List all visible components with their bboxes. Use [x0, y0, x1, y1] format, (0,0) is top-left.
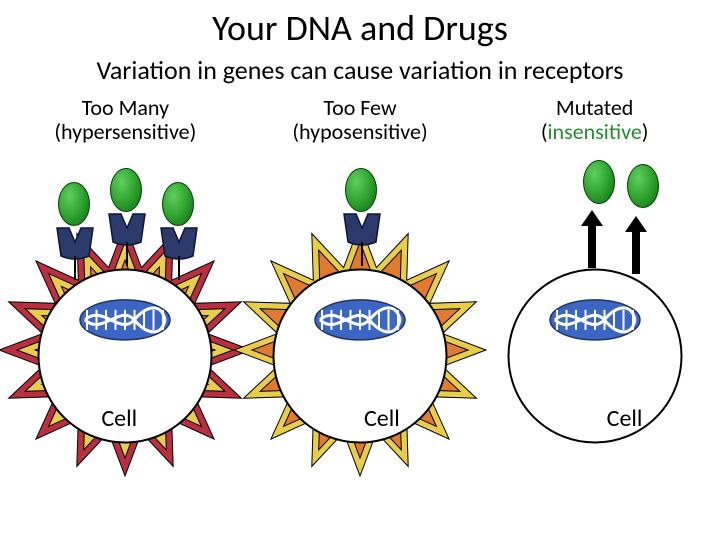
panel-too-few: Too Few (hyposensitive) Cell [250, 96, 470, 492]
dna-icon [549, 299, 641, 341]
panel-heading-sub: (hypersensitive) [54, 118, 196, 145]
panel-mutated: Mutated (insensitive) Cell [485, 96, 705, 492]
diagram-area: Cell [15, 152, 235, 492]
cell-circle [507, 269, 682, 444]
panel-heading: Mutated (insensitive) [485, 96, 705, 144]
receptor-icon [107, 212, 147, 246]
page-title: Your DNA and Drugs [0, 6, 720, 50]
panel-too-many: Too Many (hypersensitive) Cell [15, 96, 235, 492]
dna-icon [79, 299, 171, 341]
receptor-icon [159, 226, 199, 260]
diagram-area: Cell [485, 152, 705, 492]
panels-row: Too Many (hypersensitive) Cell Too Few (… [0, 96, 720, 492]
diagram-area: Cell [250, 152, 470, 492]
receptor-icon [55, 226, 95, 260]
mutated-receptor-icon [581, 210, 603, 268]
page-subtitle: Variation in genes can cause variation i… [0, 54, 720, 86]
drug-molecule-icon [345, 168, 377, 212]
panel-heading-main: Too Few [323, 94, 396, 121]
drug-molecule-icon [162, 182, 194, 226]
mutated-receptor-icon [625, 216, 647, 274]
cell-label: Cell [364, 404, 400, 433]
dna-icon [314, 299, 406, 341]
drug-molecule-icon [110, 168, 142, 212]
cell-label: Cell [607, 404, 643, 433]
panel-heading-sub: (hyposensitive) [292, 118, 427, 145]
receptor-icon [342, 212, 382, 246]
drug-molecule-icon [58, 182, 90, 226]
drug-molecule-icon [583, 160, 615, 204]
panel-heading-main: Mutated [556, 94, 633, 121]
panel-heading-main: Too Many [82, 94, 169, 121]
drug-molecule-icon [627, 164, 659, 208]
panel-heading-sub: (insensitive) [541, 118, 649, 145]
panel-heading: Too Many (hypersensitive) [15, 96, 235, 144]
cell-circle [272, 269, 447, 444]
cell-label: Cell [101, 404, 137, 433]
panel-heading: Too Few (hyposensitive) [250, 96, 470, 144]
